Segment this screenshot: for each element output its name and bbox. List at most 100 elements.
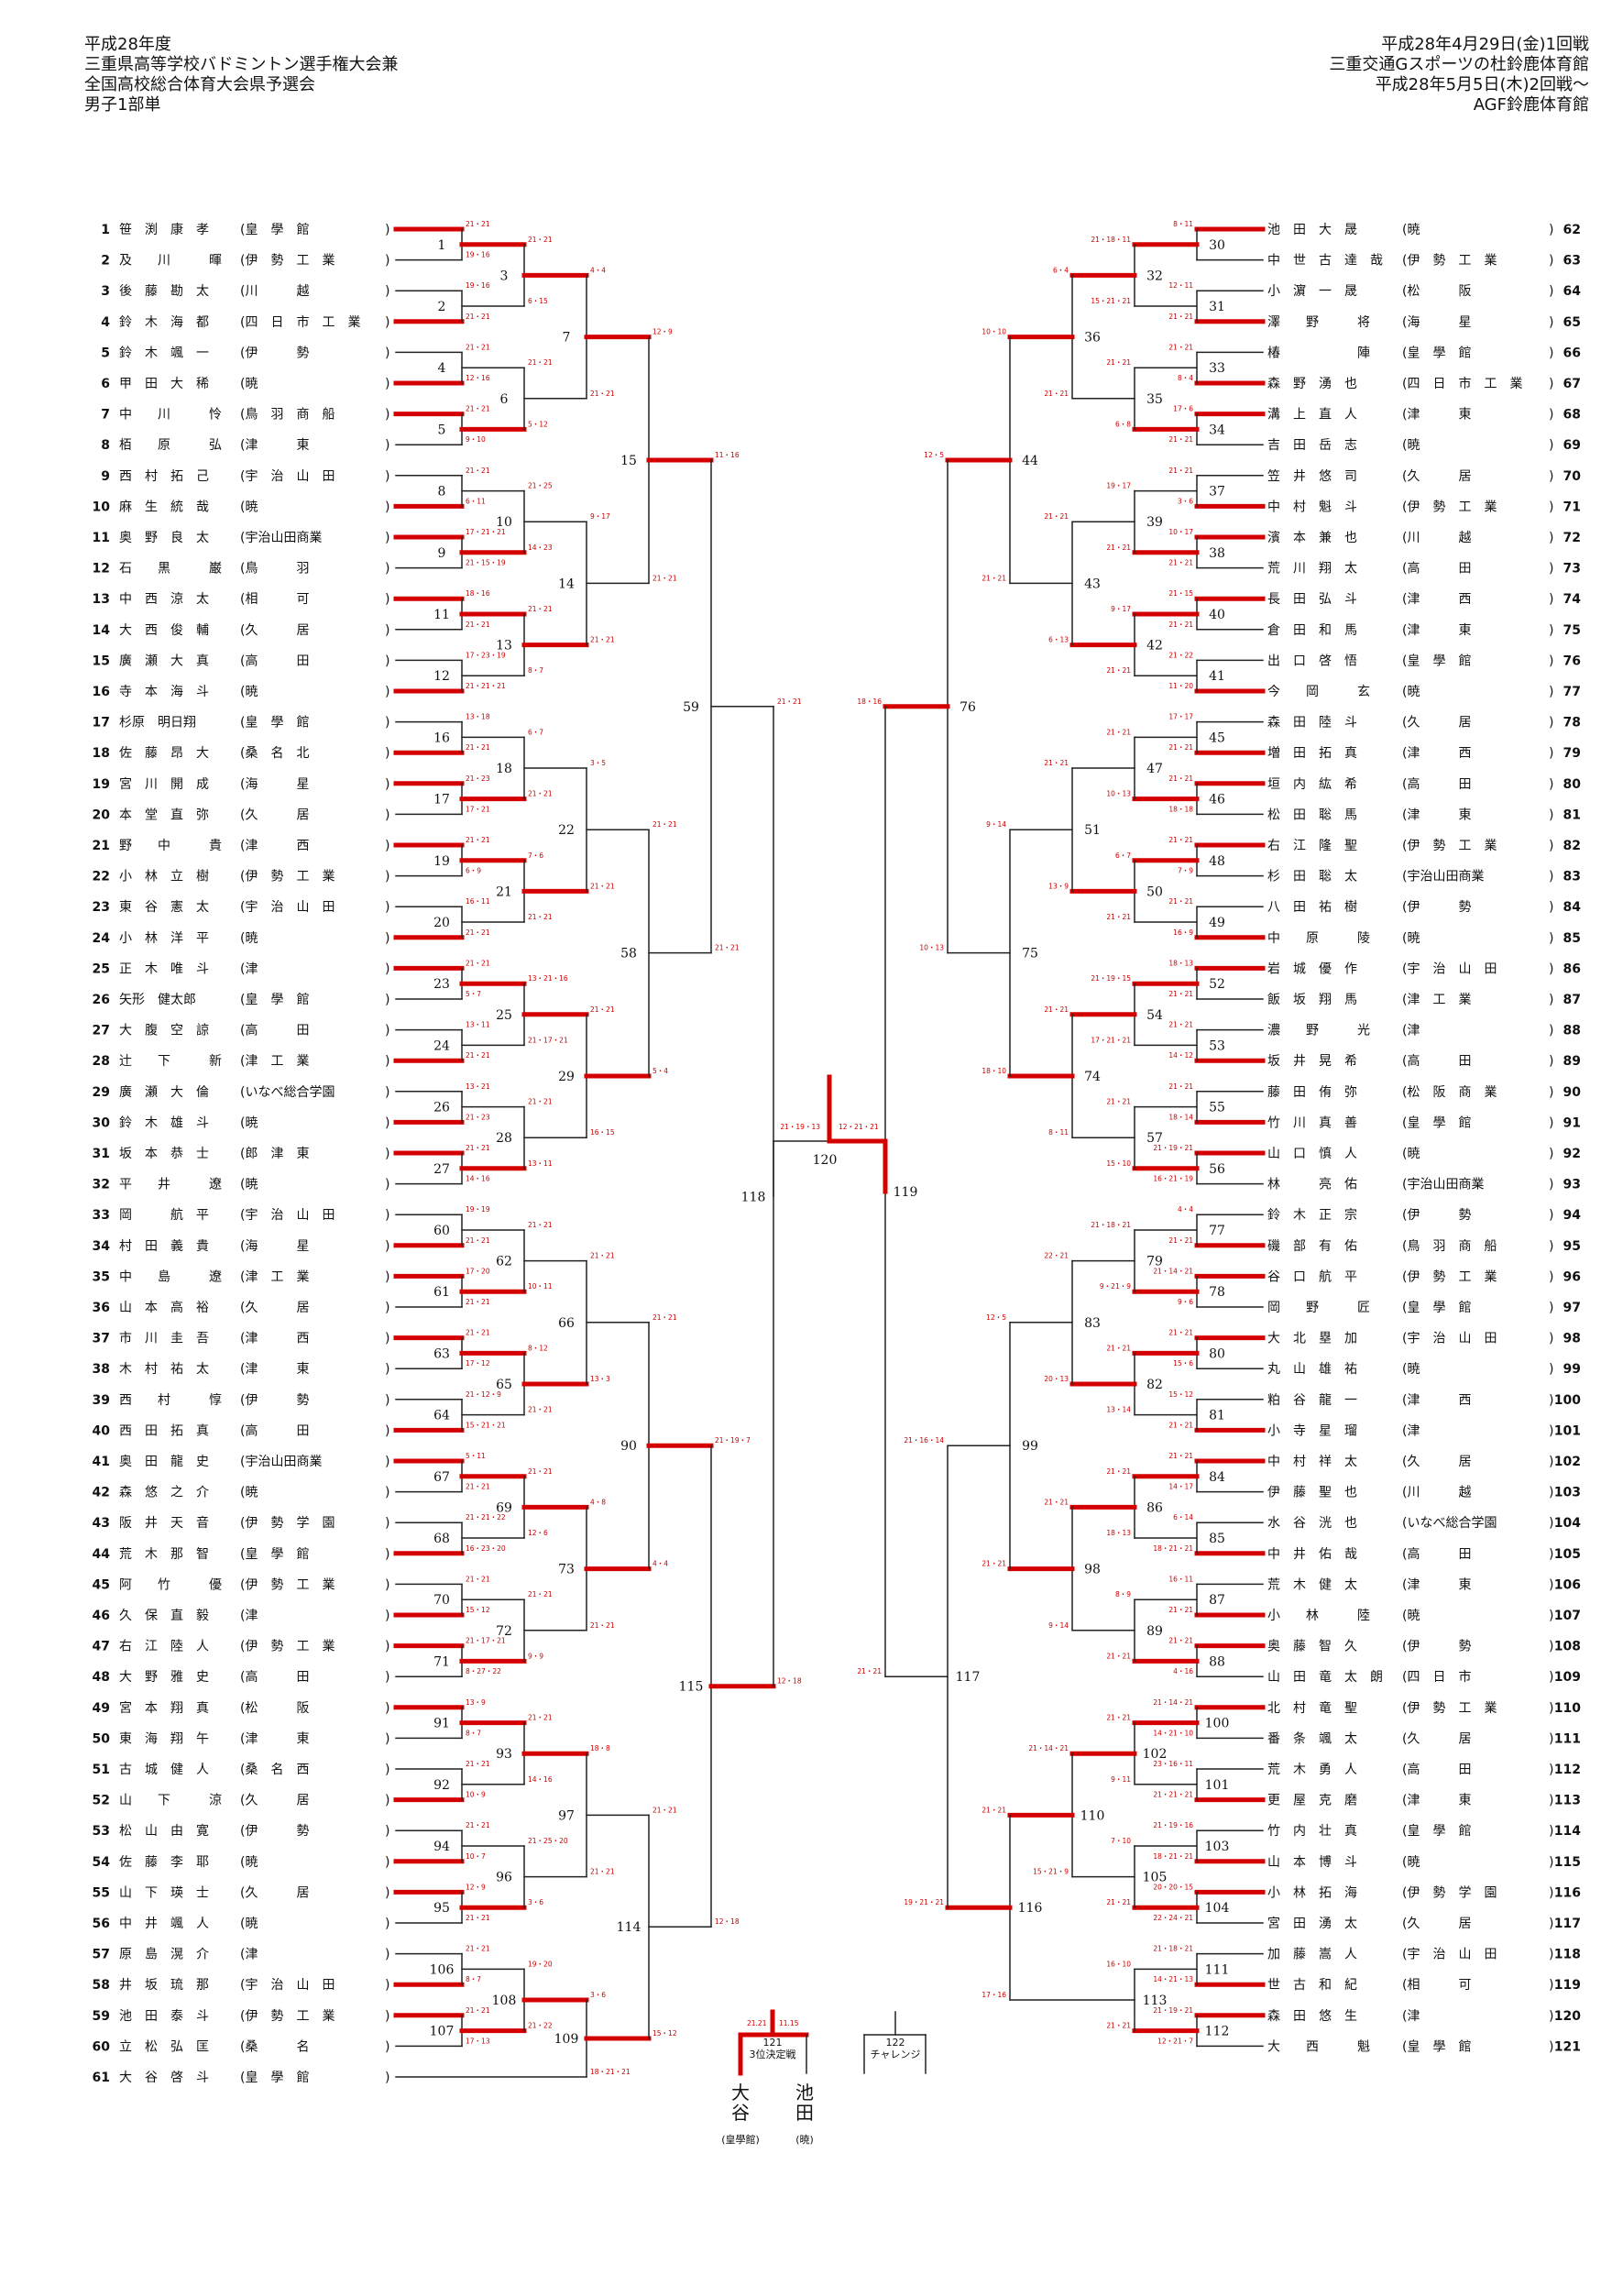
player-school: (皇 學 館	[240, 715, 309, 731]
player-name: 宮 田 湧 太	[1267, 1917, 1357, 1931]
player-school: (暁	[240, 1178, 258, 1192]
player-school: (津 東	[1402, 807, 1471, 822]
player-school: (久 居	[240, 1885, 309, 1900]
player-name: 小 寺 星 瑠	[1267, 1423, 1357, 1438]
player-name: 甲 田 大 稀	[119, 377, 209, 391]
match-score: 4・4	[1178, 1205, 1193, 1214]
match-number: 56	[1209, 1162, 1225, 1177]
player-number: 66	[1563, 346, 1581, 360]
match-number: 70	[433, 1593, 450, 1608]
match-number: 37	[1209, 485, 1225, 500]
player-number: 58	[93, 1978, 110, 1993]
player-school-close: )	[1549, 746, 1553, 761]
match-score: 21・21	[466, 743, 490, 752]
player-name: 久 保 直 毅	[119, 1608, 209, 1623]
player-name: 飯 坂 翔 馬	[1267, 992, 1357, 1007]
player-name: 溝 上 直 人	[1267, 407, 1357, 423]
player-number: 88	[1563, 1024, 1581, 1038]
match-number: 79	[1146, 1255, 1163, 1269]
match-score: 12・5	[986, 1313, 1006, 1322]
match-score: 14・21・10	[1153, 1729, 1193, 1737]
player-number: 14	[93, 623, 111, 638]
match-score: 5・7	[466, 990, 481, 998]
player-name: 麻 生 統 哉	[119, 500, 209, 514]
match-score: 21・21	[981, 574, 1006, 582]
player-number: 92	[1563, 1147, 1581, 1161]
match-number: 4	[438, 361, 446, 376]
player-school: (久 居	[1402, 1455, 1471, 1469]
match-score: 21・21	[466, 928, 490, 937]
player-number: 72	[1563, 531, 1581, 545]
third-place-name: 谷	[731, 2102, 750, 2124]
player-name: 竹 川 真 善	[1267, 1115, 1357, 1130]
player-name: 寺 本 海 斗	[119, 685, 209, 699]
player-number: 44	[93, 1547, 111, 1562]
player-school-close: )	[1549, 1885, 1553, 1900]
match-score: 13・3	[590, 1375, 610, 1383]
match-score: 21・21	[466, 343, 490, 351]
player-name: 坂 本 恭 士	[119, 1147, 209, 1161]
match-score: 21・21	[590, 390, 615, 398]
player-name: 八 田 祐 樹	[1267, 900, 1357, 915]
match-number: 118	[741, 1190, 766, 1204]
match-score: 21・21	[1168, 1452, 1193, 1460]
player-school-close: )	[1549, 377, 1553, 391]
match-score: 21・21	[466, 1483, 490, 1491]
match-number: 3	[500, 269, 509, 283]
player-name: 杉原 明日翔	[119, 716, 196, 731]
header-line: 三重交通Gスポーツの杜鈴鹿体育館	[1329, 55, 1589, 74]
player-school-close: )	[1549, 870, 1553, 884]
player-number: 85	[1563, 931, 1581, 946]
match-number: 114	[617, 1920, 642, 1935]
player-number: 40	[93, 1423, 111, 1438]
player-number: 82	[1563, 839, 1581, 853]
player-school-close: )	[1549, 562, 1553, 577]
player-name: 奥 野 良 太	[119, 530, 209, 545]
player-school: (津 東	[1402, 408, 1471, 423]
player-name: 中 原 陵	[1267, 931, 1370, 946]
match-number: 9	[438, 546, 446, 561]
player-name: 中 西 涼 太	[119, 592, 209, 607]
match-number: 55	[1209, 1101, 1225, 1115]
player-number: 59	[93, 2009, 110, 2024]
player-number: 87	[1563, 993, 1581, 1007]
player-school: (暁	[240, 685, 258, 699]
player-name: 松 山 由 寛	[119, 1823, 209, 1839]
match-number: 74	[1084, 1070, 1101, 1084]
match-score: 15・12	[1168, 1390, 1193, 1399]
match-score: 21・19・13	[780, 1123, 820, 1131]
match-number: 108	[492, 1994, 517, 2008]
match-number: 25	[496, 1008, 512, 1023]
player-name: 番 条 颯 太	[1267, 1730, 1357, 1746]
player-school: (津 工 業	[240, 1269, 309, 1284]
match-number: 24	[433, 1038, 450, 1053]
player-school-close: )	[385, 1208, 389, 1223]
match-score: 21・21	[466, 405, 490, 413]
player-number: 47	[93, 1640, 110, 1654]
match-score: 21・21	[1044, 512, 1069, 521]
match-score: 21・21	[528, 1714, 553, 1722]
player-school-close: )	[1549, 531, 1553, 545]
player-school-close: )	[1549, 1824, 1553, 1839]
player-number: 75	[1563, 623, 1581, 638]
player-school-close: )	[1549, 993, 1553, 1007]
player-school: (郎 津 東	[240, 1147, 309, 1161]
player-school: (宇 治 山 田	[240, 1978, 334, 1993]
match-score: 21・21	[590, 1005, 615, 1014]
player-name: 大 西 魁	[1267, 2039, 1370, 2054]
player-school: (伊 勢 工 業	[240, 1640, 334, 1654]
player-name: 中 世 古 達 哉	[1267, 254, 1383, 269]
match-score: 21・21	[1168, 1329, 1193, 1337]
match-score: 17・6	[1173, 405, 1193, 413]
player-name: 村 田 義 貴	[119, 1238, 209, 1254]
player-number: 13	[93, 592, 110, 607]
match-score: 21・19・7	[715, 1436, 751, 1445]
match-number: 76	[960, 700, 976, 715]
player-school: (高 田	[240, 653, 309, 668]
match-score: 21・21	[466, 1945, 490, 1953]
player-school-close: )	[1549, 1609, 1553, 1623]
match-number: 80	[1209, 1346, 1225, 1361]
player-school-close: )	[385, 1824, 389, 1839]
match-score: 21・21	[1168, 343, 1193, 351]
player-school: (宇治山田商業	[240, 1455, 322, 1469]
